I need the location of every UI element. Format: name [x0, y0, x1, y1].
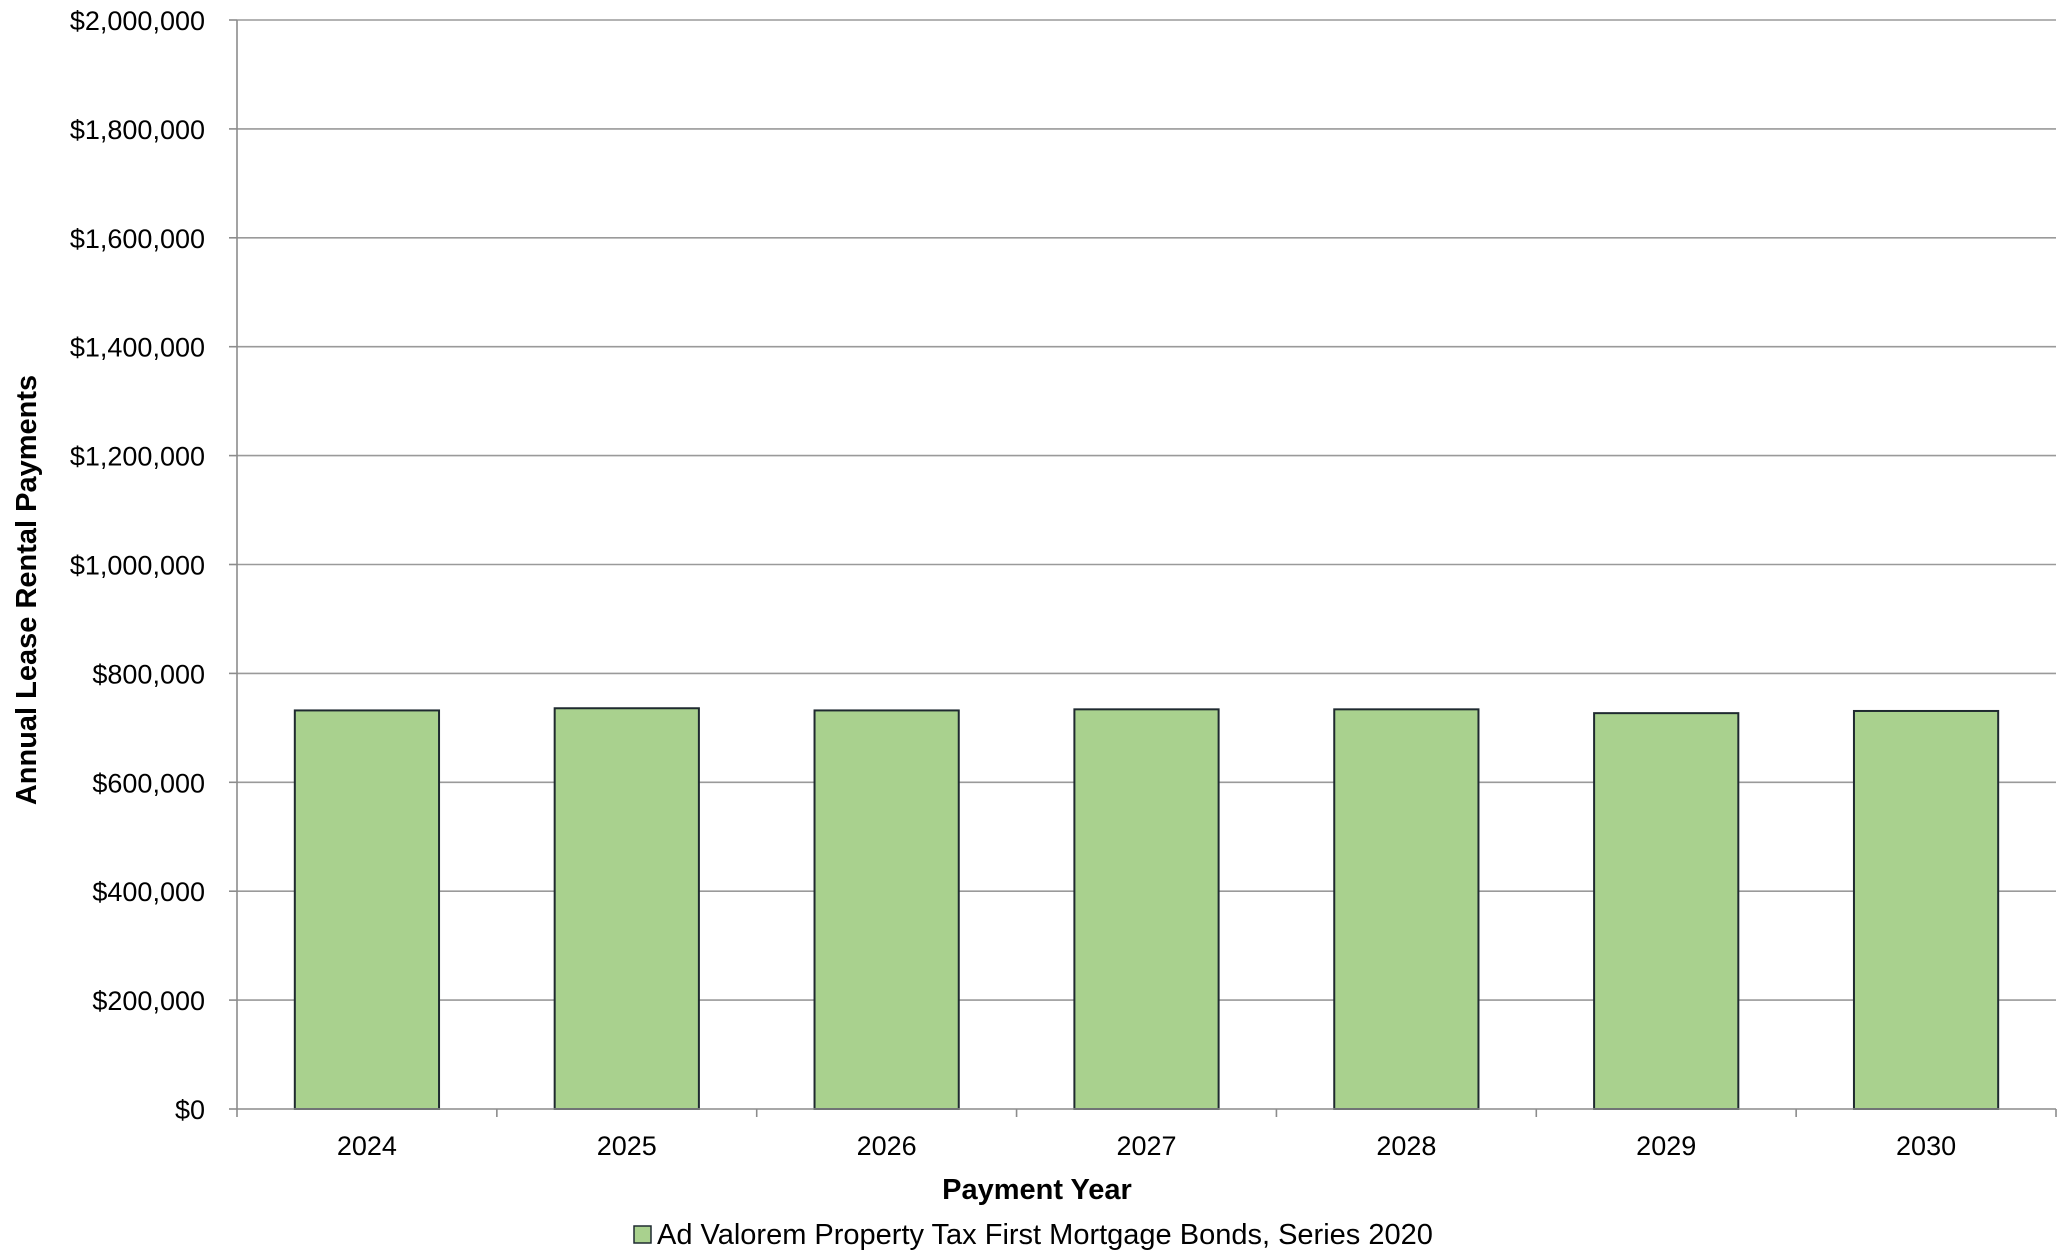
- bar-2030: [1852, 709, 2000, 1111]
- legend: Ad Valorem Property Tax First Mortgage B…: [633, 1219, 1433, 1251]
- x-axis-title: Payment Year: [942, 1174, 1132, 1206]
- y-tick-label: $2,000,000: [70, 6, 205, 36]
- y-tick-label: $800,000: [92, 659, 205, 689]
- bar-2028: [1333, 708, 1480, 1110]
- y-tick-label: $1,400,000: [70, 333, 205, 363]
- bar-2026: [813, 709, 960, 1111]
- y-tick-label: $400,000: [92, 877, 205, 907]
- y-tick-label: $1,600,000: [70, 224, 205, 254]
- bar-2029: [1593, 712, 1740, 1110]
- y-tick-label: $1,000,000: [70, 551, 205, 581]
- legend-swatch: [633, 1225, 652, 1244]
- y-tick-labels: $0 $200,000 $400,000 $600,000 $800,000 $1,000…: [70, 6, 205, 1125]
- x-tick-label: 2030: [1896, 1131, 1956, 1161]
- bar-2025: [553, 707, 700, 1110]
- bar-2027: [1073, 708, 1220, 1110]
- y-axis-title: Annual Lease Rental Payments: [11, 375, 43, 805]
- y-tick-label: $1,800,000: [70, 115, 205, 145]
- bars: [293, 707, 2000, 1111]
- x-tick-label: 2029: [1636, 1131, 1696, 1161]
- y-tick-label: $1,200,000: [70, 442, 205, 472]
- legend-label: Ad Valorem Property Tax First Mortgage B…: [657, 1219, 1433, 1251]
- x-tick-label: 2025: [597, 1131, 657, 1161]
- x-tick-label: 2026: [857, 1131, 917, 1161]
- y-tick-label: $0: [175, 1095, 205, 1125]
- x-tick-label: 2024: [337, 1131, 397, 1161]
- bar-2024: [293, 709, 441, 1111]
- x-tick-labels: 2024 2025 2026 2027 2028 2029 2030: [337, 1131, 1956, 1161]
- axes: [236, 20, 2057, 1117]
- y-tick-label: $600,000: [92, 768, 205, 798]
- y-tick-label: $200,000: [92, 986, 205, 1016]
- x-tick-label: 2028: [1376, 1131, 1436, 1161]
- x-tick-label: 2027: [1116, 1131, 1176, 1161]
